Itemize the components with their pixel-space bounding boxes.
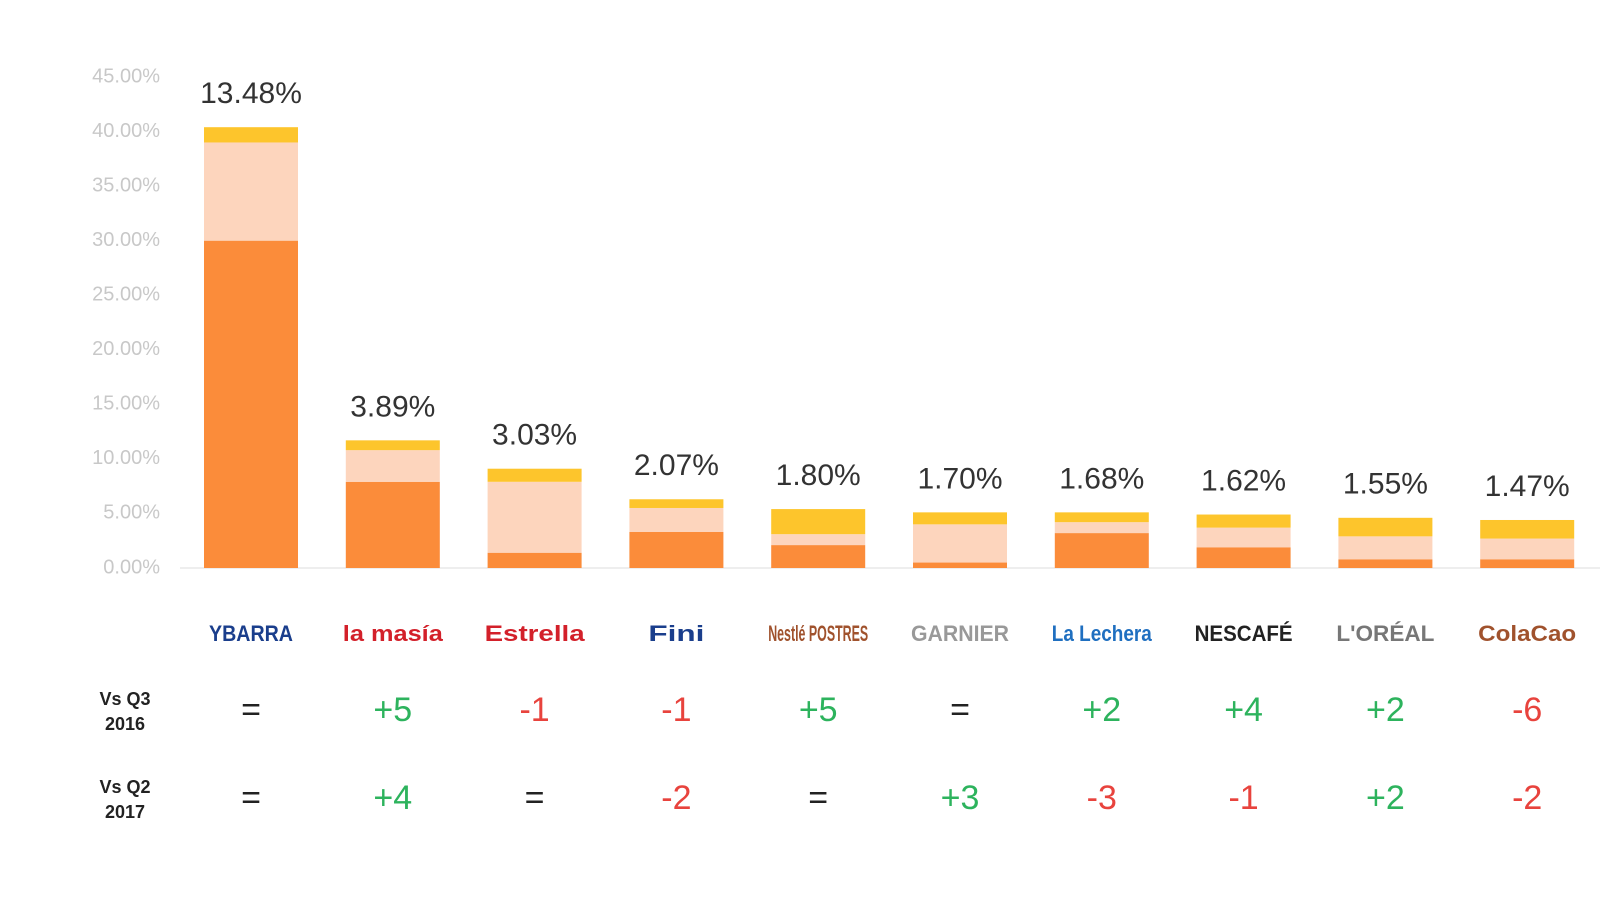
bar-label: 1.47% — [1485, 470, 1570, 503]
change-cell: +2 — [1366, 779, 1405, 817]
bar-segment — [629, 531, 724, 568]
bar-label: 1.70% — [917, 462, 1002, 495]
row-label: Vs Q3 2016 — [99, 689, 150, 734]
bar-segment — [1196, 527, 1291, 548]
bar-segment — [204, 127, 298, 143]
brand-logo: GARNIER — [911, 621, 1009, 646]
change-cell: +2 — [1082, 691, 1121, 729]
change-cell: +3 — [941, 779, 980, 817]
change-cell: -1 — [519, 691, 549, 729]
bar-segment — [345, 450, 440, 482]
change-cell: -2 — [661, 779, 691, 817]
bar-segment — [913, 562, 1007, 568]
brand-logo: NESCAFÉ — [1195, 621, 1293, 646]
y-tick-label: 5.00% — [103, 502, 160, 524]
change-cell: +5 — [799, 691, 838, 729]
bar-label: 1.68% — [1059, 462, 1144, 495]
brand-logo: Estrella — [485, 621, 586, 646]
y-tick-label: 25.00% — [92, 284, 160, 306]
y-tick-label: 30.00% — [92, 229, 160, 251]
bar-segment — [1054, 533, 1149, 568]
bar-segment — [771, 545, 866, 568]
bar-segment — [1196, 547, 1291, 568]
change-cell: -3 — [1087, 779, 1117, 817]
y-tick-label: 40.00% — [92, 120, 160, 142]
brand-logo: la masía — [343, 621, 444, 646]
bar-segment — [629, 507, 724, 532]
brand-logo: Nestlé POSTRES — [768, 621, 868, 646]
y-tick-label: 35.00% — [92, 174, 160, 196]
y-tick-label: 0.00% — [103, 556, 160, 578]
change-cell: +5 — [373, 691, 412, 729]
y-tick-label: 10.00% — [92, 447, 160, 469]
change-cell: +4 — [373, 779, 412, 817]
change-cell: -6 — [1512, 691, 1542, 729]
bar-label: 1.55% — [1343, 468, 1428, 501]
bar-segment — [1054, 512, 1149, 523]
y-tick-label: 20.00% — [92, 338, 160, 360]
bar-segment — [1338, 536, 1433, 560]
brand-logo: YBARRA — [209, 621, 293, 646]
change-cell: -1 — [661, 691, 691, 729]
bar-label: 3.03% — [492, 419, 577, 452]
change-cell: +2 — [1366, 691, 1405, 729]
bar-segment — [913, 512, 1007, 525]
bar-segment — [345, 481, 440, 568]
bar-segment — [1480, 538, 1575, 560]
bar-segment — [487, 468, 582, 482]
bar-segment — [204, 240, 298, 568]
bar-segment — [487, 552, 582, 568]
change-cell: = — [241, 779, 261, 817]
bar-label: 1.62% — [1201, 464, 1286, 497]
y-tick-label: 45.00% — [92, 65, 160, 87]
bar-segment — [1338, 559, 1433, 568]
change-cell: -1 — [1228, 779, 1258, 817]
bar-label: 3.89% — [350, 390, 435, 423]
bar-segment — [1196, 514, 1291, 528]
change-cell: = — [950, 691, 970, 729]
bar-segment — [487, 481, 582, 553]
bar-segment — [1054, 522, 1149, 534]
brand-logo: La Lechera — [1052, 621, 1153, 646]
bar-label: 1.80% — [776, 459, 861, 492]
change-cell: = — [241, 691, 261, 729]
bar-segment — [204, 142, 298, 241]
bar-segment — [1338, 517, 1433, 537]
bar-segment — [771, 534, 866, 546]
brand-logo: Fini — [648, 621, 704, 646]
change-cell: = — [808, 779, 828, 817]
change-cell: = — [525, 779, 545, 817]
change-cell: -2 — [1512, 779, 1542, 817]
bar-label: 13.48% — [200, 77, 302, 110]
brand-logo: L'ORÉAL — [1336, 621, 1434, 646]
bar-segment — [771, 509, 866, 535]
bar-label: 2.07% — [634, 449, 719, 482]
y-tick-label: 15.00% — [92, 393, 160, 415]
bar-segment — [345, 440, 440, 451]
row-label: Vs Q2 2017 — [99, 777, 150, 822]
bar-segment — [1480, 559, 1575, 568]
change-cell: +4 — [1224, 691, 1263, 729]
bar-segment — [913, 524, 1007, 563]
brand-logo: ColaCao — [1478, 621, 1576, 646]
bar-segment — [629, 499, 724, 508]
bar-segment — [1480, 519, 1575, 539]
